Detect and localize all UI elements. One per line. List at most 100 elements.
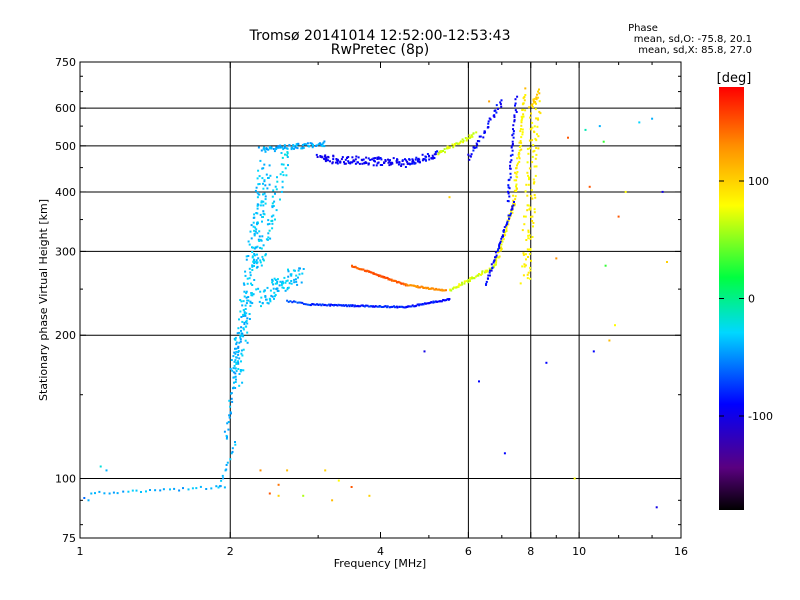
trace-point bbox=[235, 378, 237, 381]
trace-point bbox=[461, 283, 464, 286]
trace-point bbox=[521, 265, 524, 268]
noise-point bbox=[614, 324, 616, 327]
trace-point bbox=[396, 281, 399, 284]
trace-point bbox=[538, 88, 540, 91]
trace-point bbox=[511, 149, 514, 152]
trace-point bbox=[268, 147, 271, 150]
trace-point bbox=[510, 146, 513, 149]
trace-point bbox=[240, 334, 243, 337]
trace-point bbox=[245, 302, 248, 305]
trace-point bbox=[242, 315, 245, 317]
trace-point bbox=[513, 203, 516, 206]
trace-point bbox=[530, 189, 533, 192]
trace-point bbox=[499, 101, 502, 104]
trace-point bbox=[525, 183, 528, 186]
trace-point bbox=[498, 255, 501, 258]
trace-point bbox=[263, 192, 266, 195]
trace-point bbox=[237, 345, 240, 348]
trace-point bbox=[304, 303, 307, 306]
trace-point bbox=[352, 266, 355, 268]
trace-point bbox=[483, 130, 486, 133]
trace-point bbox=[528, 178, 530, 181]
trace-point bbox=[384, 305, 387, 308]
trace-point bbox=[260, 305, 262, 308]
trace-point bbox=[482, 136, 485, 139]
trace-point bbox=[323, 140, 326, 143]
noise-point bbox=[259, 469, 262, 472]
trace-point bbox=[533, 149, 536, 152]
trace-point bbox=[248, 277, 251, 280]
trace-point bbox=[280, 284, 283, 286]
trace-point bbox=[267, 302, 270, 305]
y-tick-label: 600 bbox=[55, 102, 76, 115]
trace-point bbox=[391, 279, 394, 282]
trace-point bbox=[285, 280, 288, 283]
trace-point bbox=[272, 287, 275, 290]
trace-point bbox=[505, 230, 508, 232]
trace-point bbox=[261, 302, 264, 305]
trace-point bbox=[254, 226, 257, 229]
trace-point bbox=[263, 179, 266, 182]
trace-point bbox=[386, 277, 389, 279]
trace-point bbox=[244, 270, 247, 273]
trace-point bbox=[226, 461, 229, 464]
trace-point bbox=[234, 359, 237, 362]
trace-point bbox=[249, 304, 252, 307]
trace-point bbox=[182, 487, 184, 490]
trace-point bbox=[244, 308, 247, 310]
trace-point bbox=[281, 171, 284, 174]
trace-point bbox=[251, 269, 254, 271]
trace-point bbox=[511, 207, 514, 210]
trace-point bbox=[459, 140, 462, 143]
trace-point bbox=[330, 303, 332, 306]
trace-point bbox=[537, 118, 540, 121]
trace-point bbox=[241, 381, 244, 384]
trace-point bbox=[445, 299, 448, 302]
trace-point bbox=[536, 133, 538, 136]
trace-point bbox=[354, 162, 357, 165]
trace-point bbox=[508, 195, 511, 198]
trace-point bbox=[344, 162, 347, 165]
trace-point bbox=[284, 153, 286, 156]
trace-point bbox=[526, 171, 529, 174]
trace-point bbox=[532, 98, 535, 101]
trace-point bbox=[259, 246, 262, 249]
trace-point bbox=[532, 222, 535, 224]
noise-point bbox=[302, 494, 305, 497]
trace-point bbox=[539, 112, 542, 115]
trace-point bbox=[534, 174, 537, 177]
trace-point bbox=[519, 144, 522, 147]
trace-point bbox=[215, 485, 218, 488]
trace-point bbox=[271, 281, 274, 284]
trace-point bbox=[236, 332, 239, 335]
trace-point bbox=[527, 183, 530, 186]
noise-point bbox=[324, 469, 327, 472]
trace-point bbox=[471, 135, 474, 138]
trace-point bbox=[231, 369, 234, 372]
trace-point bbox=[443, 289, 446, 292]
trace-point bbox=[535, 153, 538, 156]
trace-point bbox=[309, 142, 312, 145]
trace-point bbox=[411, 284, 414, 287]
trace-point bbox=[530, 259, 532, 262]
trace-point bbox=[526, 209, 529, 212]
trace-point bbox=[440, 151, 443, 153]
trace-point bbox=[296, 283, 299, 286]
trace-point bbox=[439, 289, 442, 292]
trace-point bbox=[280, 152, 283, 154]
y-tick-label: 100 bbox=[55, 473, 76, 486]
y-axis-ticks: 75 100 200 300 400 500 600 750 bbox=[55, 56, 681, 545]
trace-point bbox=[323, 155, 326, 158]
trace-point bbox=[518, 152, 521, 155]
trace-point bbox=[116, 492, 119, 495]
trace-point bbox=[262, 204, 265, 207]
trace-point bbox=[469, 155, 472, 158]
trace-point bbox=[251, 284, 254, 286]
trace-point bbox=[532, 225, 534, 228]
trace-point bbox=[358, 162, 361, 165]
x-axis-ticks: 1 2 4 6 8 10 16 bbox=[77, 62, 688, 558]
trace-point bbox=[349, 162, 352, 165]
trace-point bbox=[281, 186, 284, 189]
trace-point bbox=[516, 171, 519, 173]
trace-point bbox=[306, 303, 309, 306]
